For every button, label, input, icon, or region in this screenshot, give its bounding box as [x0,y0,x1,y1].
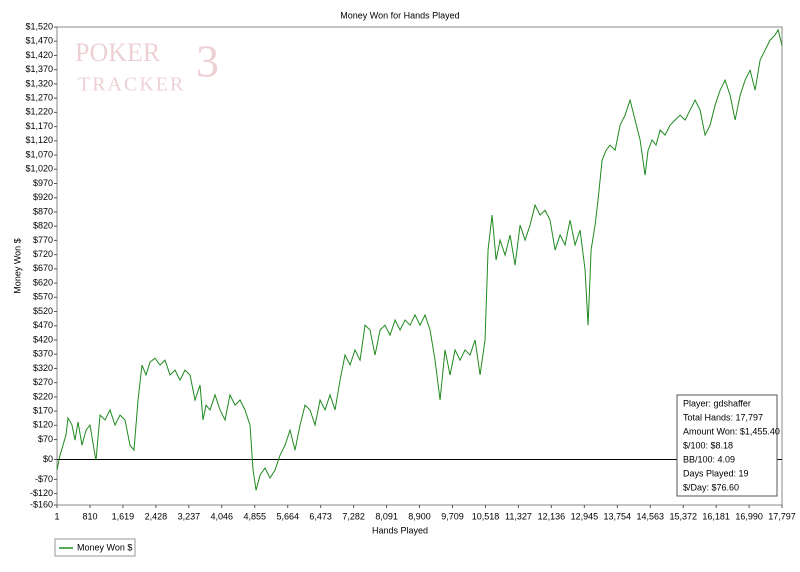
x-tick-label: 10,518 [472,511,500,521]
y-tick-label: $120 [33,420,53,430]
x-tick-label: 6,473 [309,511,332,521]
y-tick-label: $520 [33,306,53,316]
y-tick-label: $720 [33,249,53,259]
y-tick-label: $70 [38,434,53,444]
y-tick-label: $370 [33,349,53,359]
watermark-text: 3 [196,36,219,87]
y-tick-label: $1,520 [25,21,53,31]
y-tick-label: $570 [33,292,53,302]
info-line: $/100: $8.18 [683,440,733,450]
y-tick-label: $420 [33,334,53,344]
x-tick-label: 8,091 [375,511,398,521]
y-tick-label: $1,020 [25,164,53,174]
y-tick-label: $0 [43,454,53,464]
x-tick-label: 12,136 [538,511,566,521]
x-tick-label: 810 [82,511,97,521]
y-tick-label: $170 [33,405,53,415]
info-line: Days Played: 19 [683,468,749,478]
x-tick-label: 5,664 [276,511,299,521]
y-tick-label: $1,470 [25,36,53,46]
x-tick-label: 16,181 [702,511,730,521]
x-tick-label: 7,282 [342,511,365,521]
x-tick-label: 17,797 [768,511,796,521]
x-tick-label: 1,619 [112,511,135,521]
x-tick-label: 11,327 [505,511,532,521]
info-line: $/Day: $76.60 [683,482,739,492]
y-tick-label: $820 [33,221,53,231]
x-tick-label: 14,563 [636,511,664,521]
info-line: BB/100: 4.09 [683,454,735,464]
info-line: Amount Won: $1,455.40 [683,426,780,436]
y-tick-label: $870 [33,206,53,216]
info-box [676,394,778,497]
info-line: Total Hands: 17,797 [683,412,763,422]
x-tick-label: 13,754 [604,511,632,521]
x-tick-label: 4,855 [243,511,266,521]
y-tick-label: -$120 [30,488,53,498]
x-tick-label: 1 [54,511,59,521]
legend-label: Money Won $ [77,542,132,552]
info-line: Player: gdshaffer [683,398,751,408]
y-tick-label: $320 [33,363,53,373]
y-tick-label: $1,220 [25,107,53,117]
y-tick-label: $670 [33,263,53,273]
x-axis-label: Hands Played [372,525,428,535]
y-tick-label: $920 [33,192,53,202]
y-tick-label: $970 [33,178,53,188]
x-tick-label: 8,900 [408,511,431,521]
x-tick-label: 15,372 [669,511,697,521]
x-tick-label: 4,046 [211,511,234,521]
data-line [56,28,783,491]
legend [54,538,136,557]
x-tick-label: 16,990 [735,511,763,521]
y-tick-label: $770 [33,235,53,245]
y-axis-label: Money Won $ [12,238,22,293]
x-tick-label: 9,709 [441,511,464,521]
x-tick-label: 3,237 [178,511,201,521]
y-tick-label: $1,170 [25,121,53,131]
y-tick-label: $220 [33,391,53,401]
y-tick-label: $1,320 [25,78,53,88]
chart-title: Money Won for Hands Played [340,10,459,20]
y-tick-label: $1,270 [25,93,53,103]
y-tick-label: $1,120 [25,135,53,145]
watermark-text: TRACKER [78,74,185,96]
y-tick-label: $470 [33,320,53,330]
x-tick-label: 2,428 [145,511,168,521]
watermark: POKER TRACKER 3 [75,36,219,96]
y-tick-label: $1,420 [25,50,53,60]
watermark-text: POKER [75,38,161,67]
plot-area [56,26,783,506]
y-tick-label: $270 [33,377,53,387]
y-tick-label: $620 [33,277,53,287]
x-tick-label: 12,945 [571,511,599,521]
y-tick-label: -$70 [35,474,53,484]
y-tick-label: -$160 [30,499,53,509]
y-tick-label: $1,070 [25,149,53,159]
y-tick-label: $1,370 [25,64,53,74]
